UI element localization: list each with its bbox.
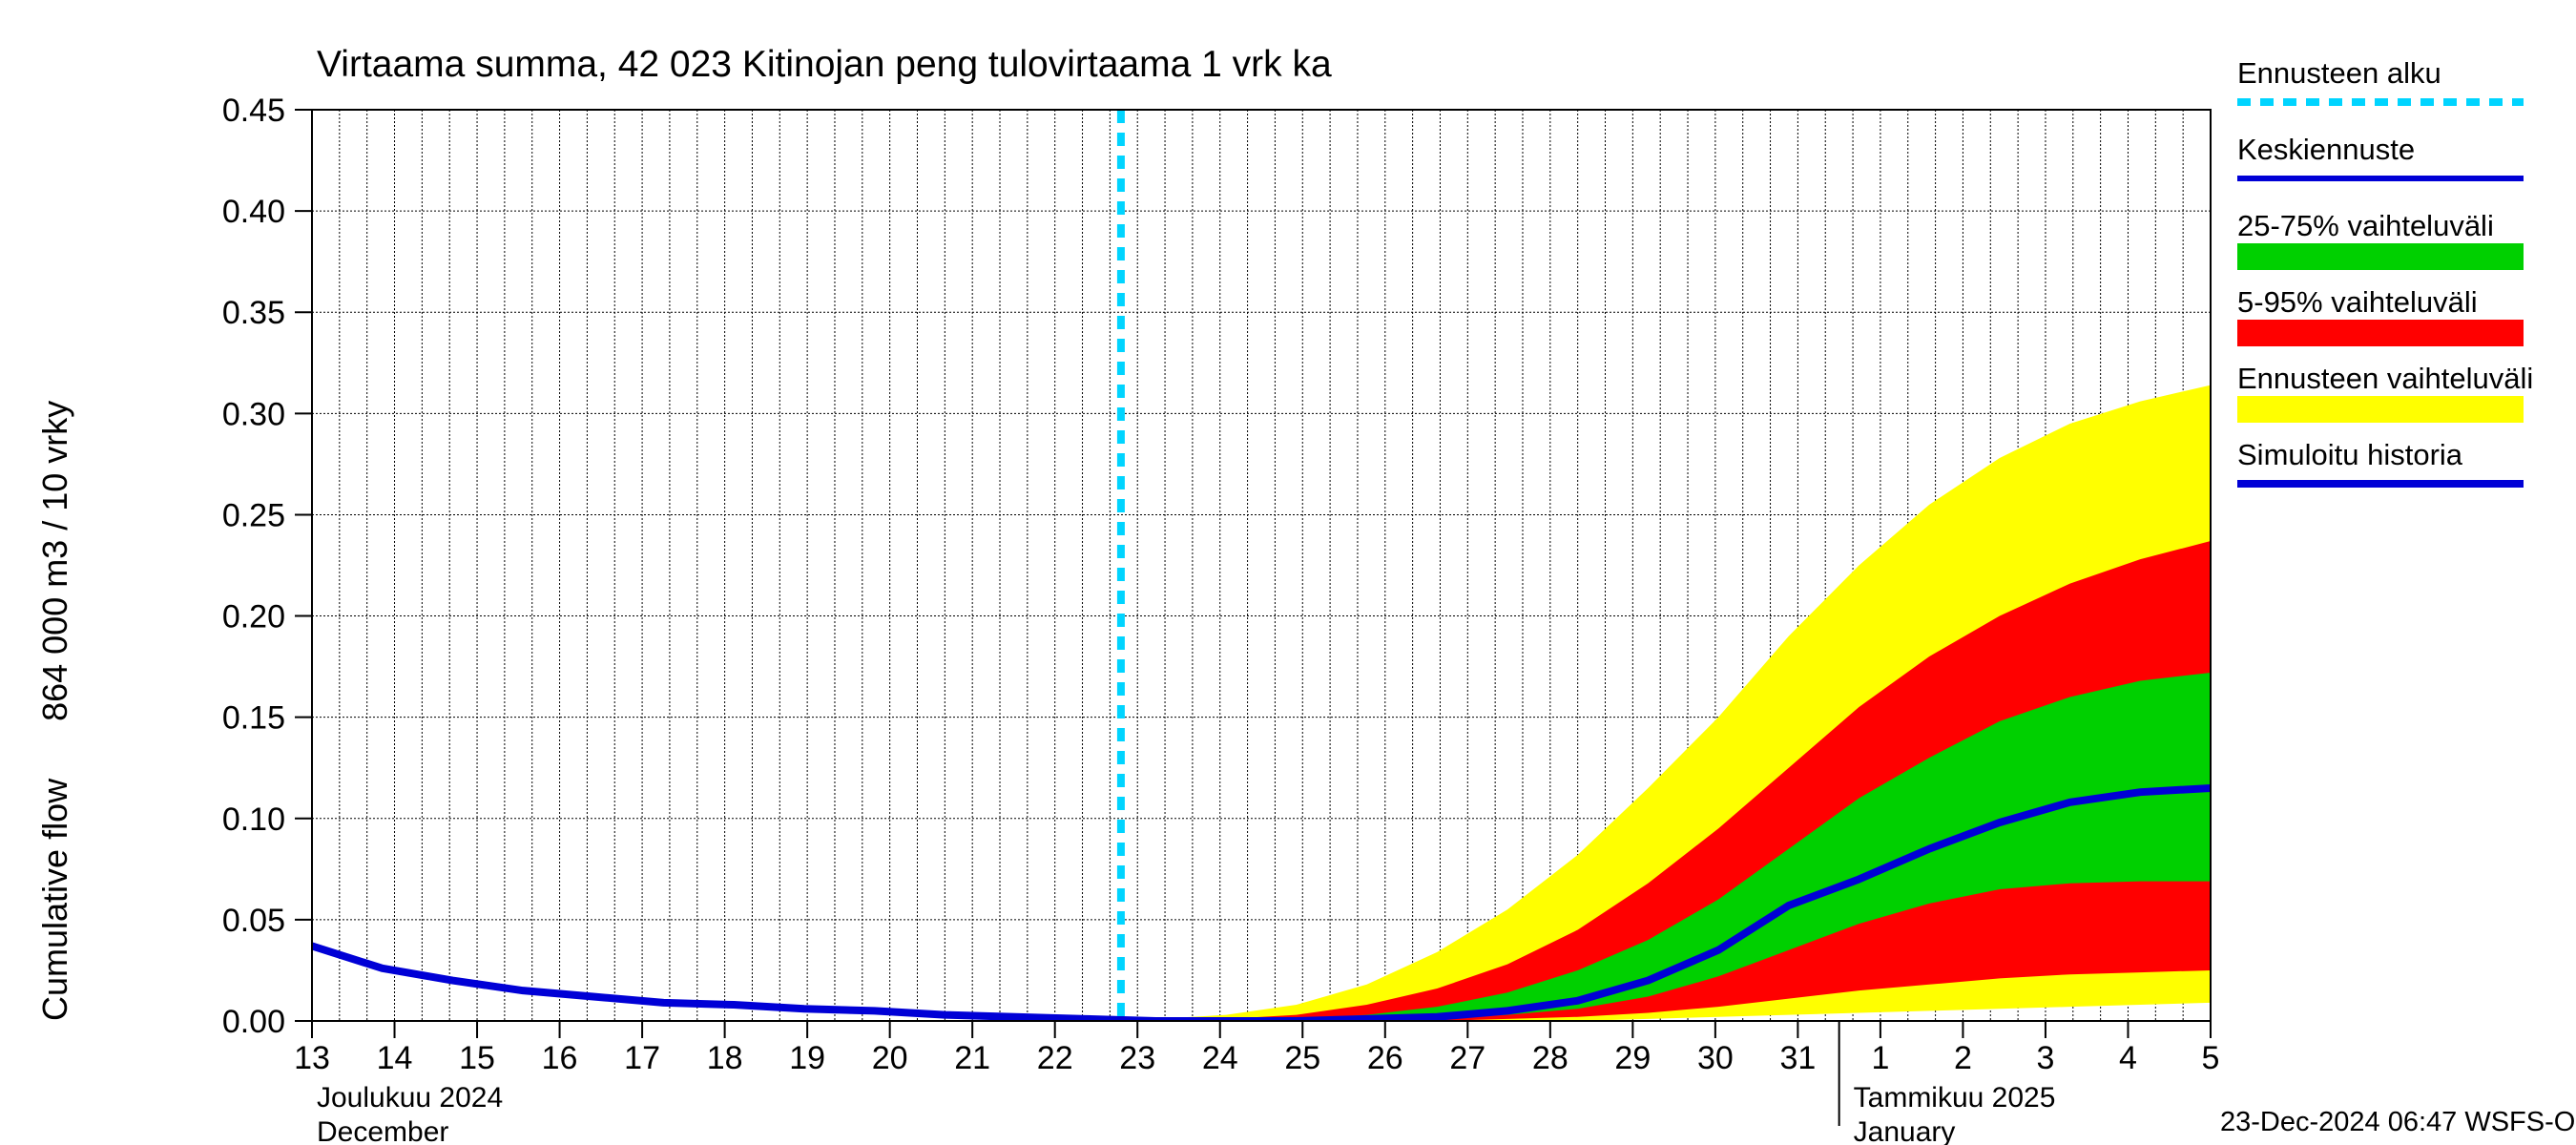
y-tick-label: 0.00 (222, 1004, 285, 1040)
x-tick-label: 27 (1449, 1040, 1485, 1076)
legend-label: 5-95% vaihteluväli (2237, 285, 2478, 319)
month1-en: December (317, 1116, 448, 1145)
x-tick-label: 23 (1119, 1040, 1155, 1076)
x-tick-label: 21 (954, 1040, 990, 1076)
x-tick-label: 24 (1202, 1040, 1238, 1076)
x-tick-label: 30 (1697, 1040, 1734, 1076)
x-tick-label: 5 (2202, 1040, 2220, 1076)
legend-label: Ennusteen vaihteluväli (2237, 362, 2533, 395)
month2-en: January (1854, 1116, 1956, 1145)
legend-label: Simuloitu historia (2237, 438, 2463, 471)
x-tick-label: 25 (1284, 1040, 1320, 1076)
legend-label: 25-75% vaihteluväli (2237, 209, 2494, 242)
legend-swatch (2237, 243, 2524, 270)
legend-swatch (2237, 320, 2524, 346)
x-tick-label: 22 (1037, 1040, 1073, 1076)
y-tick-label: 0.25 (222, 497, 285, 533)
month2-fi: Tammikuu 2025 (1854, 1082, 2056, 1114)
x-tick-label: 3 (2036, 1040, 2054, 1076)
legend-label: Keskiennuste (2237, 133, 2415, 166)
x-tick-label: 16 (542, 1040, 578, 1076)
x-tick-label: 18 (707, 1040, 743, 1076)
y-tick-label: 0.15 (222, 700, 285, 737)
y-tick-label: 0.40 (222, 194, 285, 230)
chart-title: Virtaama summa, 42 023 Kitinojan peng tu… (317, 44, 1332, 85)
x-tick-label: 14 (377, 1040, 413, 1076)
y-axis-label: Cumulative flow864 000 m3 / 10 vrky (35, 401, 74, 1021)
y-tick-label: 0.10 (222, 802, 285, 838)
legend-label: Ennusteen alku (2237, 56, 2441, 90)
legend-swatch (2237, 396, 2524, 423)
x-tick-label: 17 (624, 1040, 660, 1076)
x-tick-label: 31 (1779, 1040, 1816, 1076)
chart-container: { "chart": { "type": "line-with-bands", … (0, 0, 2576, 1145)
y-tick-label: 0.30 (222, 396, 285, 432)
footer-timestamp: 23-Dec-2024 06:47 WSFS-O (2220, 1107, 2575, 1137)
x-tick-label: 2 (1954, 1040, 1972, 1076)
y-tick-label: 0.20 (222, 599, 285, 635)
x-tick-label: 13 (294, 1040, 330, 1076)
x-tick-label: 4 (2119, 1040, 2137, 1076)
x-tick-label: 26 (1367, 1040, 1403, 1076)
x-tick-label: 19 (789, 1040, 825, 1076)
flow-forecast-chart: Virtaama summa, 42 023 Kitinojan peng tu… (0, 0, 2576, 1145)
x-tick-label: 1 (1871, 1040, 1889, 1076)
x-tick-label: 20 (872, 1040, 908, 1076)
month1-fi: Joulukuu 2024 (317, 1082, 503, 1114)
y-tick-label: 0.05 (222, 903, 285, 939)
y-tick-label: 0.45 (222, 93, 285, 129)
x-tick-label: 29 (1614, 1040, 1651, 1076)
y-tick-label: 0.35 (222, 295, 285, 331)
x-tick-label: 15 (459, 1040, 495, 1076)
x-tick-label: 28 (1532, 1040, 1568, 1076)
